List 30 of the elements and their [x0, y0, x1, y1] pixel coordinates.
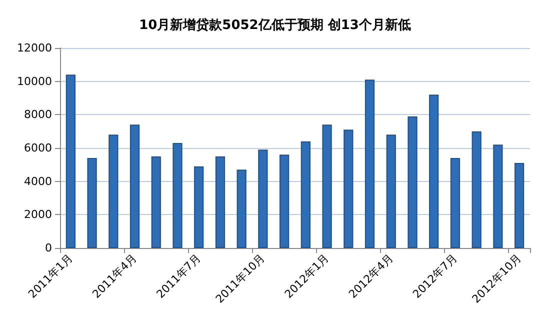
chart-title: 10月新增贷款5052亿低于预期 创13个月新低: [139, 17, 411, 33]
y-tick-label: 4000: [24, 174, 52, 188]
bar: [364, 80, 375, 248]
bar: [172, 143, 182, 248]
y-tick-label: 10000: [17, 74, 52, 88]
bar: [130, 124, 140, 248]
bar: [344, 130, 354, 248]
y-tick-label: 2000: [24, 208, 52, 222]
bar: [386, 134, 396, 248]
bar: [108, 134, 118, 248]
y-tick-label: 6000: [24, 142, 52, 154]
bar: [280, 154, 290, 248]
bar: [66, 74, 76, 248]
bar: [87, 158, 97, 248]
bar: [472, 131, 482, 248]
bar: [258, 150, 268, 248]
y-tick-label: 8000: [24, 108, 52, 122]
y-tick-label: 0: [45, 242, 52, 254]
y-tick-label: 12000: [17, 42, 52, 54]
bar: [408, 116, 418, 248]
bar: [236, 170, 246, 248]
bar: [450, 158, 460, 248]
bar: [429, 94, 439, 248]
bar: [322, 124, 332, 248]
bar: [514, 163, 524, 248]
bar: [215, 156, 226, 248]
bar: [194, 166, 204, 248]
bar: [151, 156, 161, 248]
bar: [300, 141, 310, 248]
bar: [493, 144, 503, 248]
